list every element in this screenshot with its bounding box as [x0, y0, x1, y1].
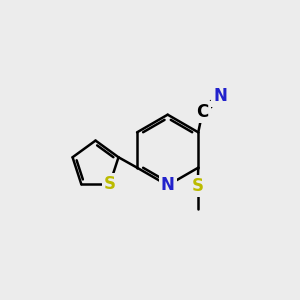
Text: S: S [104, 175, 116, 193]
Text: S: S [192, 177, 204, 195]
Text: N: N [213, 86, 227, 104]
Text: C: C [196, 103, 208, 121]
Text: N: N [161, 176, 175, 194]
